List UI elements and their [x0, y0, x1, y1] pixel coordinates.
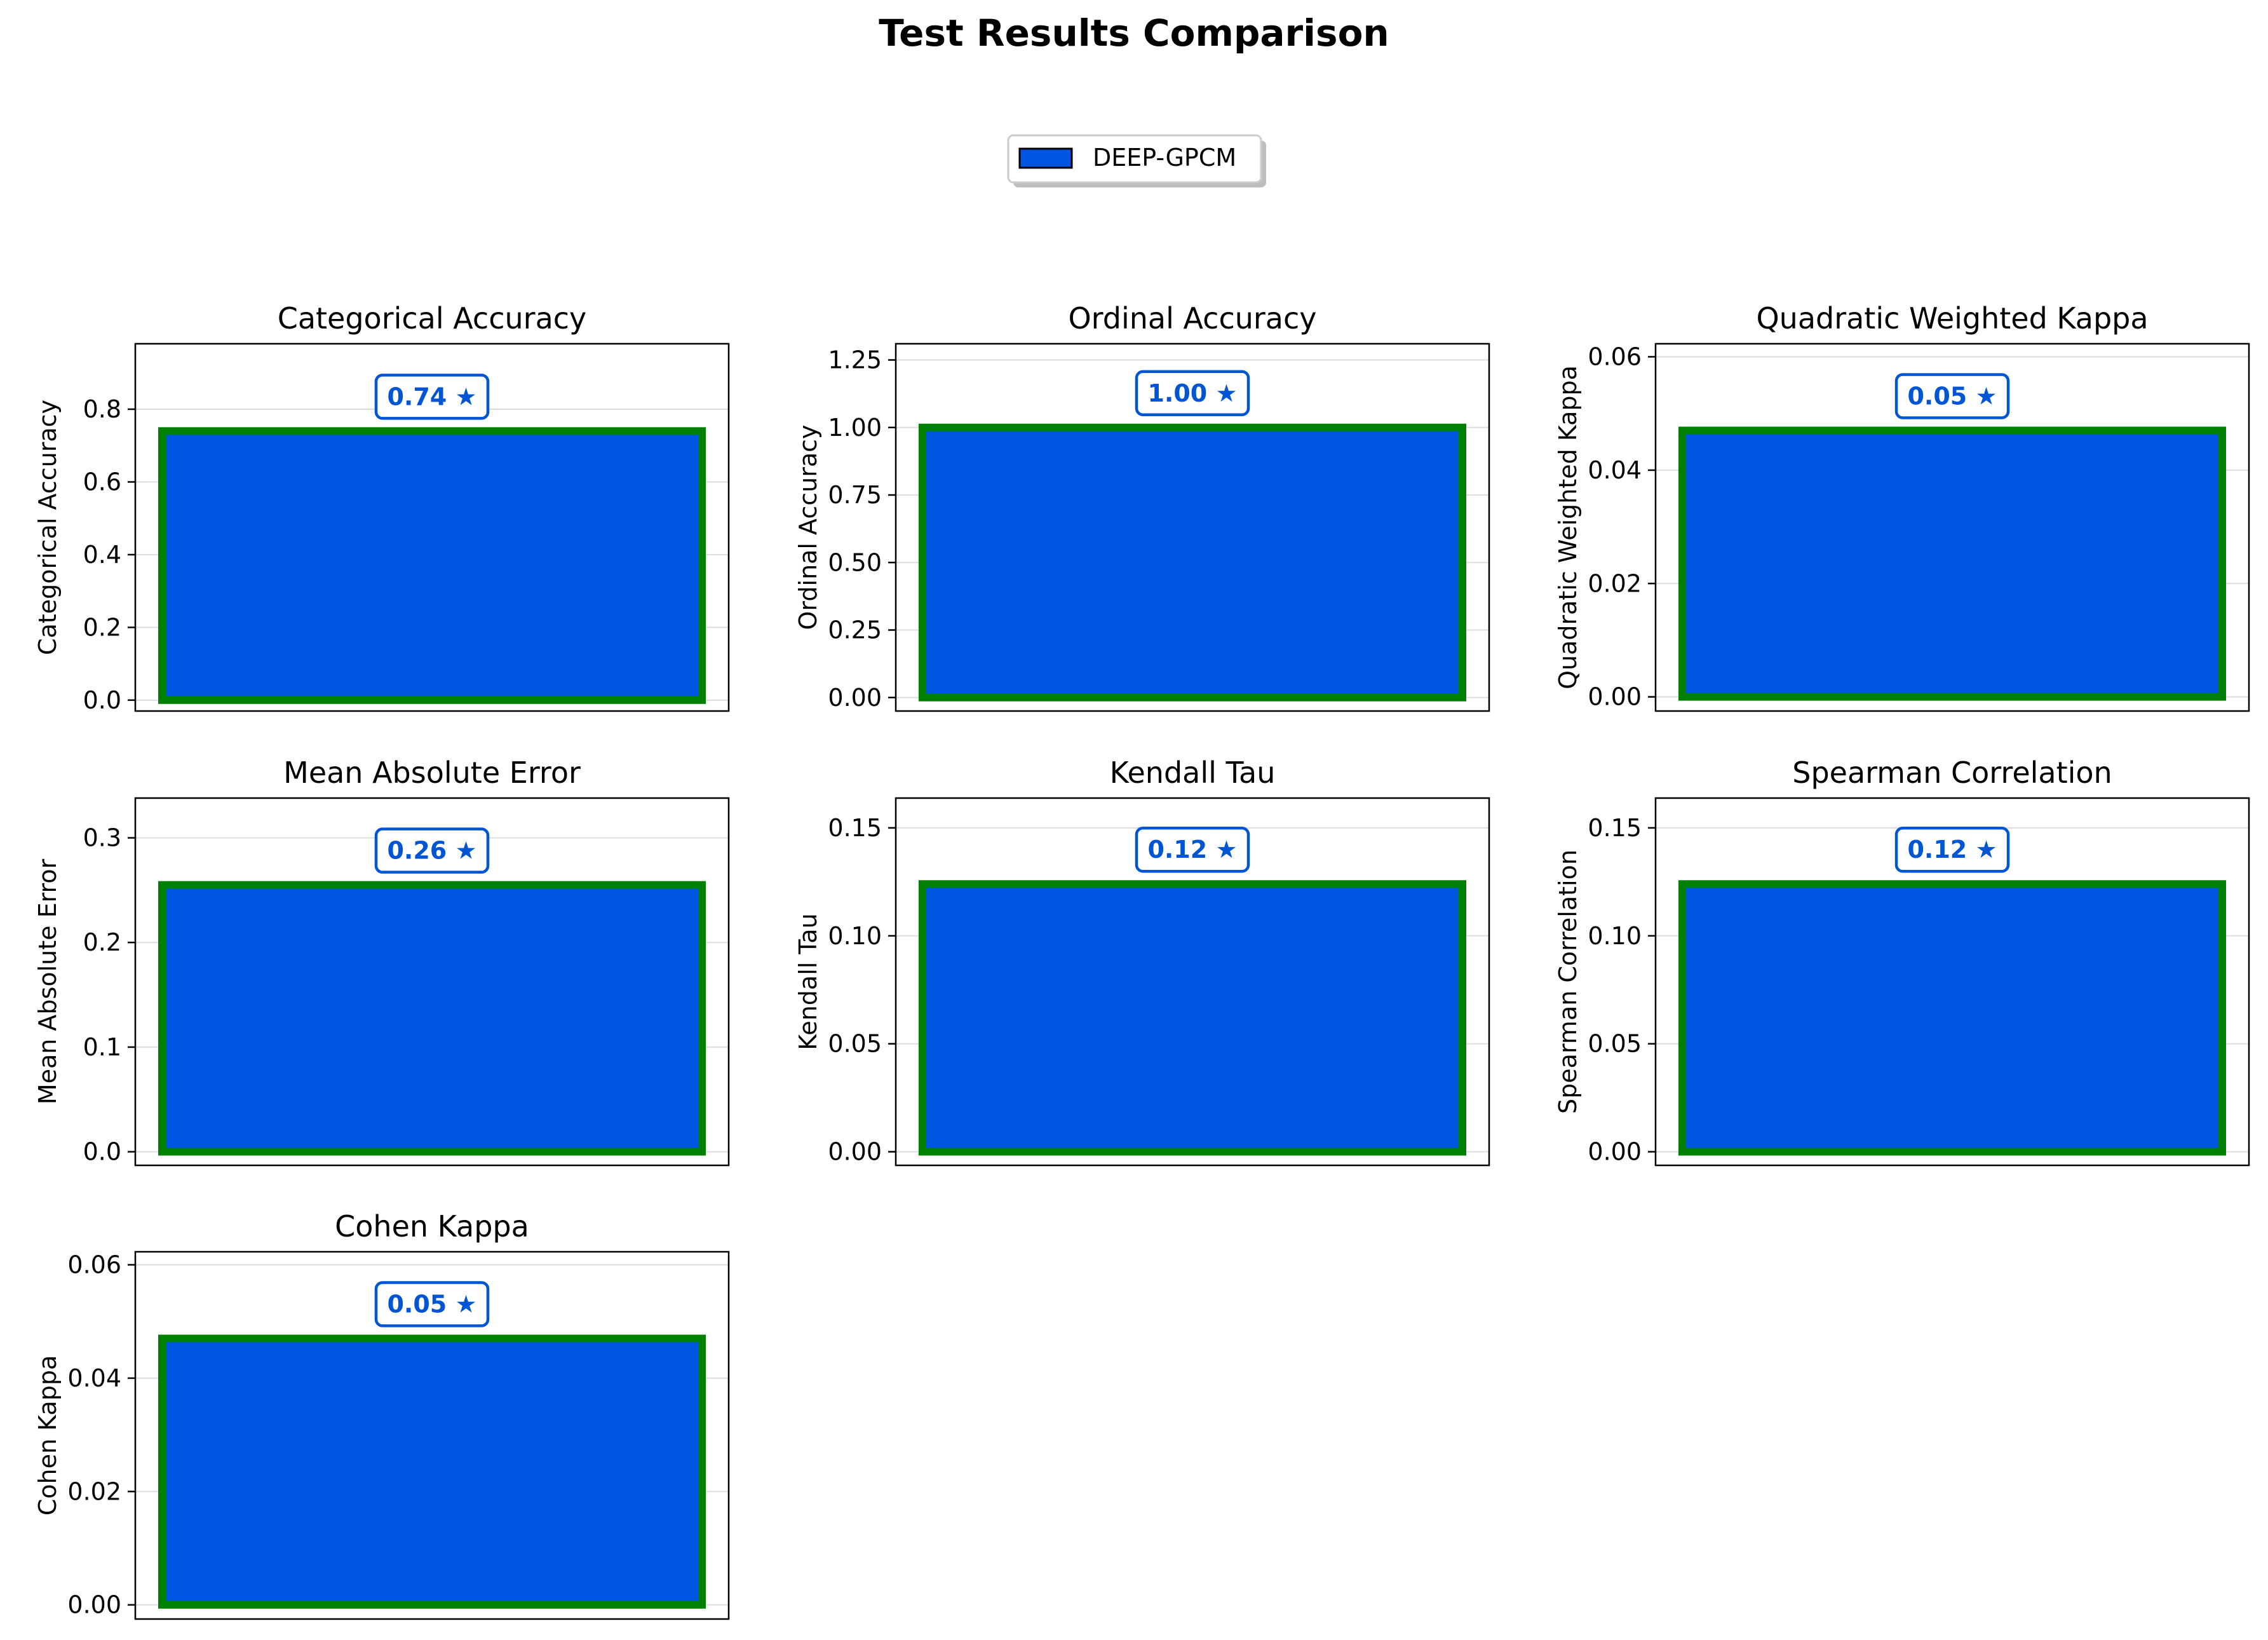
y-tick-label: 0.00: [1588, 683, 1642, 711]
y-tick-label: 0.05: [1588, 1030, 1642, 1058]
y-tick-label: 0.10: [828, 922, 882, 950]
subplot-title: Categorical Accuracy: [278, 301, 587, 335]
bar-spearman-correlation: [1678, 880, 2226, 1156]
bar-kendall-tau: [919, 880, 1466, 1156]
bar-mean-absolute-error: [158, 881, 706, 1156]
y-tick-label: 0.15: [1588, 814, 1642, 842]
y-tick-label: 1.25: [828, 346, 882, 374]
value-label: 1.00 ★: [1147, 379, 1237, 407]
value-label-box: [374, 374, 490, 420]
value-label-box: [1894, 826, 2010, 873]
subplot-grid: 0.0 0.2 0.4 0.6 0.8 0.74 ★ Categorical Accurac…: [34, 301, 2250, 1620]
value-label: 0.74 ★: [387, 383, 476, 410]
axes-frame: [1654, 797, 2250, 1167]
y-tick-label: 0.00: [1588, 1138, 1642, 1166]
subplot-kendall-tau: 0.00 0.05 0.10 0.15 0.12 ★ Kendall Tau Kendall…: [794, 756, 1490, 1167]
y-tick-label: 0.6: [83, 468, 121, 496]
figure-title: Test Results Comparison: [879, 11, 1389, 55]
y-tick-label: 0.8: [83, 395, 121, 423]
subplot-categorical-accuracy: 0.0 0.2 0.4 0.6 0.8 0.74 ★ Categorical Accurac…: [34, 301, 730, 714]
value-label-box: [374, 827, 490, 874]
y-tick-label: 0.15: [828, 814, 882, 842]
y-tick-label: 0.1: [83, 1033, 121, 1061]
subplot-title: Quadratic Weighted Kappa: [1756, 301, 2148, 335]
y-tick-label: 0.00: [67, 1591, 121, 1619]
legend-swatch: [1018, 147, 1073, 169]
subplot-title: Ordinal Accuracy: [1068, 301, 1316, 335]
y-tick-label: 0.10: [1588, 922, 1642, 950]
legend-label: DEEP-GPCM: [1093, 144, 1236, 172]
y-tick-label: 0.25: [828, 616, 882, 644]
value-label-box: [1135, 370, 1250, 416]
y-axis-label: Spearman Correlation: [1554, 850, 1582, 1114]
y-axis-label: Mean Absolute Error: [34, 858, 62, 1104]
axes-frame: [134, 1250, 730, 1620]
axes-frame: [894, 797, 1490, 1167]
y-tick-label: 0.00: [828, 1138, 882, 1166]
y-axis-label: Quadratic Weighted Kappa: [1554, 365, 1582, 689]
y-tick-label: 0.75: [828, 481, 882, 509]
value-label: 0.26 ★: [387, 837, 476, 865]
bar-quadratic-weighted-kappa: [1678, 426, 2226, 701]
y-tick-label: 1.00: [828, 414, 882, 442]
y-axis-label: Cohen Kappa: [34, 1355, 62, 1515]
y-tick-label: 0.02: [1588, 569, 1642, 597]
subplot-cohen-kappa: 0.00 0.02 0.04 0.06 0.05 ★ Cohen Kappa Cohen K…: [34, 1209, 730, 1620]
value-label: 0.12 ★: [1147, 836, 1237, 864]
legend: DEEP-GPCM: [1007, 134, 1266, 187]
y-tick-label: 0.50: [828, 548, 882, 576]
value-label: 0.05 ★: [387, 1290, 476, 1318]
y-tick-label: 0.0: [83, 686, 121, 714]
subplot-title: Kendall Tau: [1110, 756, 1276, 790]
subplot-quadratic-weighted-kappa: 0.00 0.02 0.04 0.06 0.05 ★ Quadratic Weighted…: [1554, 301, 2250, 712]
bar-ordinal-accuracy: [919, 423, 1466, 701]
y-tick-label: 0.0: [83, 1138, 121, 1166]
subplot-title: Spearman Correlation: [1792, 756, 2112, 790]
value-label-box: [374, 1281, 490, 1327]
y-axis-label: Kendall Tau: [794, 913, 822, 1050]
axes-frame: [134, 797, 730, 1167]
value-label: 0.12 ★: [1907, 836, 1997, 864]
y-tick-label: 0.2: [83, 613, 121, 641]
value-label-box: [1894, 373, 2010, 419]
value-label-box: [1135, 826, 1250, 873]
y-tick-label: 0.3: [83, 824, 121, 852]
legend-box: [1007, 134, 1262, 184]
subplot-title: Mean Absolute Error: [283, 756, 581, 790]
axes-frame: [894, 342, 1490, 712]
bar-cohen-kappa: [158, 1334, 706, 1609]
y-tick-label: 0.04: [67, 1364, 121, 1392]
subplot-ordinal-accuracy: 0.00 0.25 0.50 0.75 1.00 1.25 1.00 ★ Ordinal Ac…: [794, 301, 1490, 712]
y-axis-label: Ordinal Accuracy: [794, 424, 822, 630]
subplot-mean-absolute-error: 0.0 0.1 0.2 0.3 0.26 ★ Mean Absolute Error Mea…: [34, 756, 730, 1167]
y-tick-label: 0.02: [67, 1477, 121, 1505]
subplot-spearman-correlation: 0.00 0.05 0.10 0.15 0.12 ★ Spearman Correlati…: [1554, 756, 2250, 1167]
y-tick-label: 0.06: [67, 1251, 121, 1279]
y-tick-label: 0.05: [828, 1030, 882, 1058]
axes-frame: [1654, 342, 2250, 712]
subplot-title: Cohen Kappa: [335, 1209, 529, 1244]
y-tick-label: 0.00: [828, 684, 882, 712]
y-axis-label: Categorical Accuracy: [34, 400, 62, 655]
y-tick-label: 0.2: [83, 928, 121, 956]
axes-frame: [134, 342, 730, 712]
y-tick-label: 0.04: [1588, 456, 1642, 484]
value-label: 0.05 ★: [1907, 382, 1997, 410]
y-tick-label: 0.06: [1588, 343, 1642, 371]
bar-categorical-accuracy: [158, 427, 706, 704]
y-tick-label: 0.4: [83, 541, 121, 569]
